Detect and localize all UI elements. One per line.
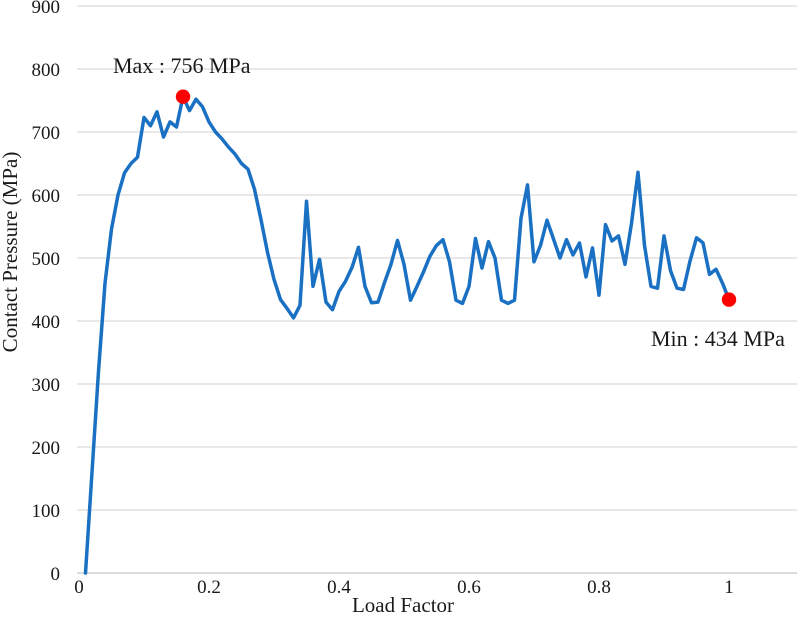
annotation-markers	[175, 89, 737, 307]
y-tick-label: 100	[32, 501, 61, 522]
x-tick-label: 0.6	[457, 577, 481, 598]
x-tick-label: 0.2	[197, 577, 221, 598]
y-tick-label: 400	[32, 312, 61, 333]
y-axis-title: Contact Pressure (MPa)	[0, 152, 22, 353]
y-tick-labels: 0 100 200 300 400 500 600 700 800 900	[32, 0, 61, 585]
max-annotation-label: Max : 756 MPa	[113, 53, 251, 78]
min-annotation-label: Min : 434 MPa	[651, 326, 785, 351]
x-tick-label: 0.8	[587, 577, 611, 598]
y-tick-label: 0	[51, 564, 61, 585]
y-tick-label: 900	[32, 0, 61, 18]
y-tick-label: 700	[32, 123, 61, 144]
y-tick-label: 800	[32, 60, 61, 81]
min-marker-dot	[721, 292, 737, 307]
y-tick-label: 600	[32, 186, 61, 207]
y-tick-label: 200	[32, 438, 61, 459]
x-tick-label: 0.4	[327, 577, 351, 598]
x-tick-labels: 0 0.2 0.4 0.6 0.8 1	[74, 577, 734, 598]
series-group	[83, 94, 731, 575]
y-tick-label: 300	[32, 375, 61, 396]
x-tick-label: 1	[724, 577, 734, 598]
max-marker-dot	[175, 89, 191, 104]
gridlines	[77, 5, 797, 574]
y-tick-label: 500	[32, 249, 61, 270]
pressure-line-series	[83, 94, 731, 575]
x-axis-title: Load Factor	[352, 593, 454, 617]
x-tick-label: 0	[74, 577, 84, 598]
